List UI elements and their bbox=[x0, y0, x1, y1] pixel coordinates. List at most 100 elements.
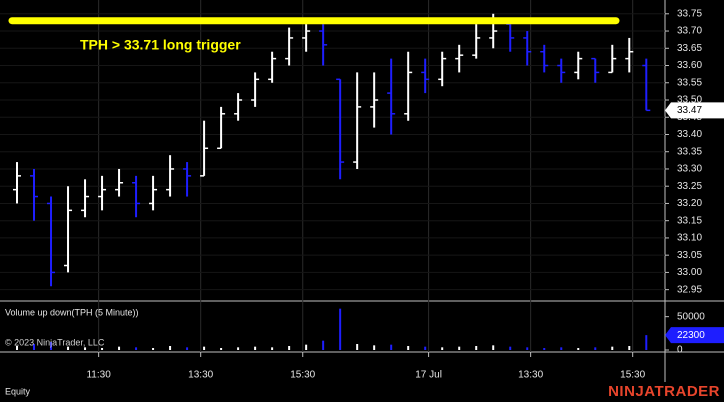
y-tick-label: 32.95 bbox=[677, 284, 702, 295]
ohlc-bar bbox=[625, 37, 634, 73]
x-tick-label: 11:30 bbox=[86, 370, 111, 381]
volume-bar bbox=[441, 347, 444, 350]
ohlc-bar bbox=[608, 44, 617, 74]
ohlc-bar bbox=[64, 186, 73, 273]
ohlc-bar bbox=[183, 162, 192, 197]
y-tick-label: 33.05 bbox=[677, 250, 702, 261]
y-tick-label: 33.35 bbox=[677, 146, 702, 157]
copyright: © 2023 NinjaTrader, LLC bbox=[5, 337, 105, 347]
volume-bar bbox=[288, 346, 291, 350]
ohlc-bar bbox=[217, 106, 226, 150]
volume-bar bbox=[237, 347, 240, 350]
ohlc-bar bbox=[387, 58, 396, 135]
ohlc-bar bbox=[166, 155, 175, 197]
y-tick-label: 33.20 bbox=[677, 198, 702, 209]
annotation-text: TPH > 33.71 long trigger bbox=[80, 37, 241, 53]
last-volume-box bbox=[665, 327, 724, 344]
volume-bar bbox=[33, 344, 36, 350]
x-tick-label: 15:30 bbox=[620, 370, 645, 381]
volume-bar bbox=[67, 346, 70, 350]
volume-bar bbox=[407, 346, 410, 350]
x-tick-label: 13:30 bbox=[518, 370, 543, 381]
volume-bar bbox=[560, 347, 563, 350]
volume-bar bbox=[577, 348, 580, 350]
y-tick-label: 33.00 bbox=[677, 267, 702, 278]
ohlc-bar bbox=[302, 24, 311, 52]
x-tick-label: 13:30 bbox=[188, 370, 213, 381]
ohlc-bar bbox=[319, 24, 328, 66]
ohlc-bar bbox=[404, 51, 413, 121]
volume-bar bbox=[118, 346, 121, 350]
volume-bar bbox=[526, 347, 529, 350]
volume-bar bbox=[543, 348, 546, 350]
ohlc-bar bbox=[506, 23, 515, 52]
y-tick-label: 33.40 bbox=[677, 129, 702, 140]
volume-bar bbox=[101, 348, 104, 350]
volume-bar bbox=[356, 344, 359, 350]
instrument-class: Equity bbox=[5, 386, 31, 396]
brand-logo: NINJATRADER bbox=[608, 383, 720, 400]
ohlc-bar bbox=[523, 31, 532, 66]
y-tick-label: 33.15 bbox=[677, 215, 702, 226]
volume-bar bbox=[509, 346, 512, 350]
ohlc-bar bbox=[234, 93, 243, 121]
volume-bar bbox=[271, 347, 274, 350]
ohlc-bar bbox=[472, 24, 481, 59]
ohlc-bar bbox=[540, 44, 549, 73]
ohlc-bar bbox=[47, 196, 56, 287]
y-tick-label: 33.50 bbox=[677, 95, 702, 106]
volume-bar bbox=[84, 347, 87, 350]
volume-bar bbox=[458, 346, 461, 350]
ohlc-bar bbox=[370, 72, 379, 128]
indicator-title: Volume up down(TPH (5 Minute)) bbox=[5, 307, 139, 317]
ohlc-bar bbox=[81, 179, 90, 218]
volume-bar bbox=[50, 342, 53, 350]
ohlc-bar bbox=[591, 57, 600, 83]
ohlc-bar bbox=[353, 72, 362, 169]
volume-bar bbox=[594, 347, 597, 350]
y-tick-label: 33.60 bbox=[677, 60, 702, 71]
volume-bar bbox=[305, 344, 308, 350]
ohlc-bar bbox=[642, 58, 651, 112]
ohlc-bar bbox=[438, 51, 447, 87]
y-tick-label: 33.65 bbox=[677, 43, 702, 54]
ohlc-bar bbox=[336, 78, 345, 180]
volume-bar bbox=[203, 346, 206, 350]
volume-bar bbox=[373, 345, 376, 350]
volume-bar bbox=[322, 340, 325, 350]
y-tick-label: 33.25 bbox=[677, 181, 702, 192]
last-price-label: 33.47 bbox=[677, 105, 702, 116]
volume-bar bbox=[254, 346, 257, 350]
volume-bar bbox=[16, 346, 19, 350]
ohlc-bar bbox=[557, 58, 566, 83]
x-tick-label: 17 Jul bbox=[415, 370, 442, 381]
ohlc-bar bbox=[251, 72, 260, 107]
ohlc-bar bbox=[13, 162, 22, 204]
volume-bar bbox=[645, 335, 648, 350]
volume-bar bbox=[339, 308, 342, 350]
y-tick-label: 33.75 bbox=[677, 8, 702, 19]
ohlc-bar bbox=[455, 44, 464, 73]
y-tick-label: 33.55 bbox=[677, 77, 702, 88]
ohlc-bar bbox=[115, 168, 124, 197]
ohlc-bar bbox=[30, 168, 39, 221]
y-tick-label: 33.70 bbox=[677, 26, 702, 37]
ohlc-bar bbox=[149, 175, 158, 211]
ohlc-bar bbox=[574, 51, 583, 80]
ohlc-bar bbox=[132, 175, 141, 218]
x-tick-label: 15:30 bbox=[290, 370, 315, 381]
volume-bar bbox=[390, 344, 393, 350]
ohlc-bar bbox=[285, 27, 294, 66]
y-tick-label: 33.30 bbox=[677, 164, 702, 175]
volume-bar bbox=[424, 346, 427, 350]
y-tick-label: 50000 bbox=[677, 311, 705, 322]
volume-bar bbox=[135, 347, 138, 350]
y-tick-label: 33.10 bbox=[677, 233, 702, 244]
ohlc-bar bbox=[421, 58, 430, 94]
volume-bar bbox=[492, 345, 495, 350]
volume-bar bbox=[152, 348, 155, 350]
last-price-box bbox=[665, 102, 724, 119]
y-tick-label: 0 bbox=[677, 345, 683, 356]
